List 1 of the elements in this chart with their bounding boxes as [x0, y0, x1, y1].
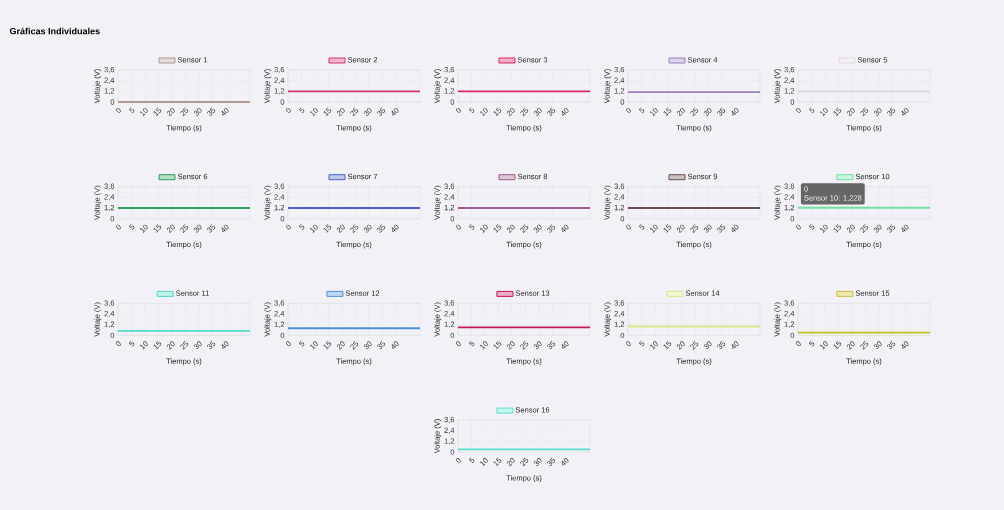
- chart-title: Gráficas Individuales: [9, 27, 100, 35]
